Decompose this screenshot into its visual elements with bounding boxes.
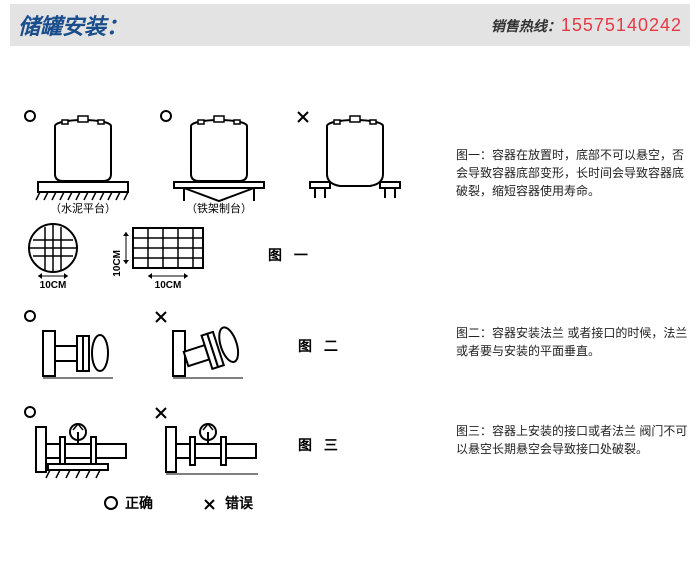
cross-icon <box>203 495 219 511</box>
grid-dim-1: 10CM <box>40 280 67 290</box>
valve-wrong <box>148 402 278 487</box>
legend-wrong: 错误 <box>203 493 253 513</box>
figure-3-row: 图 三 图三：容器上安装的接口或者法兰 阀门不可以悬空长期悬空会导致接口处破裂。 <box>18 402 688 487</box>
fig1-label: 图 一 <box>268 245 312 265</box>
steel-label: （铁架制台） <box>186 201 252 215</box>
page-title: 储罐安装： <box>18 9 128 41</box>
fig3-desc: 图三：容器上安装的接口或者法兰 阀门不可以悬空长期悬空会导致接口处破裂。 <box>448 422 688 458</box>
circle-icon <box>103 495 119 511</box>
figure-3-diagrams: 图 三 <box>18 402 448 487</box>
hotline-label: 销售热线： <box>491 18 561 34</box>
figure-1-diagrams: （水泥平台） （铁架制台） <box>18 106 448 290</box>
legend-wrong-text: 错误 <box>225 493 253 513</box>
flange-correct <box>18 306 148 386</box>
tank-concrete: （水泥平台） <box>18 106 148 216</box>
legend: 正确 错误 <box>48 493 308 513</box>
legend-correct-text: 正确 <box>125 493 153 513</box>
grid-dim-v: 10CM <box>112 250 123 277</box>
concrete-label: （水泥平台） <box>50 201 116 215</box>
header-bar: 储罐安装： 销售热线：15575140242 <box>10 4 690 46</box>
tank-steel: （铁架制台） <box>154 106 284 216</box>
figure-1-row: （水泥平台） （铁架制台） <box>18 106 688 290</box>
grid-circle: 10CM <box>18 220 88 290</box>
tank-suspended <box>290 106 420 216</box>
fig2-desc: 图二：容器安装法兰 或者接口的时候，法兰或者要与安装的平面垂直。 <box>448 324 688 360</box>
legend-correct: 正确 <box>103 493 153 513</box>
fig2-label: 图 二 <box>298 336 342 356</box>
figure-2-diagrams: 图 二 <box>18 306 448 386</box>
figure-2-row: 图 二 图二：容器安装法兰 或者接口的时候，法兰或者要与安装的平面垂直。 <box>18 306 688 386</box>
grid-rect: 10CM 10CM <box>108 220 218 290</box>
hotline: 销售热线：15575140242 <box>491 15 682 36</box>
grid-dim-2: 10CM <box>155 280 182 290</box>
fig3-label: 图 三 <box>298 435 342 455</box>
hotline-number: 15575140242 <box>561 15 682 35</box>
flange-wrong <box>148 306 278 386</box>
content-area: （水泥平台） （铁架制台） <box>0 46 700 513</box>
fig1-desc: 图一：容器在放置时，底部不可以悬空，否会导致容器底部变形，长时间会导致容器底破裂… <box>448 146 688 200</box>
valve-correct <box>18 402 148 487</box>
